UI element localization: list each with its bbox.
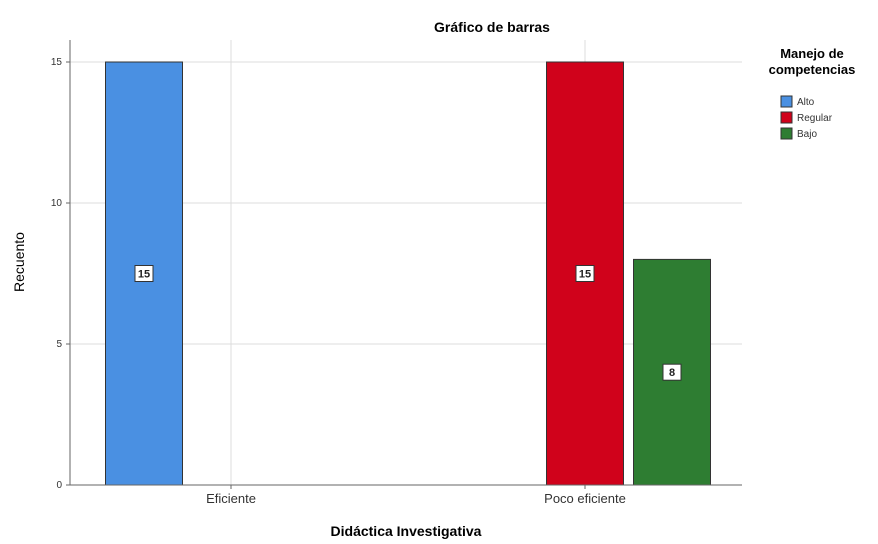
y-axis-title: Recuento xyxy=(11,232,27,292)
y-tick-label: 15 xyxy=(51,57,63,68)
y-tick-label: 5 xyxy=(56,339,62,350)
data-labels: 15 15 8 xyxy=(134,265,682,381)
chart-title: Gráfico de barras xyxy=(434,19,550,35)
data-label: 8 xyxy=(669,367,675,379)
x-axis-categories: Eficiente Poco eficiente xyxy=(206,485,626,506)
legend-label-regular: Regular xyxy=(797,113,833,124)
legend-label-alto: Alto xyxy=(797,97,815,108)
data-label: 15 xyxy=(138,269,150,281)
legend-swatch-regular xyxy=(780,111,793,124)
data-label-box xyxy=(134,265,154,282)
y-tick-label: 0 xyxy=(56,480,62,491)
data-label-box xyxy=(662,363,682,381)
y-tick-label: 10 xyxy=(51,198,63,209)
legend-label-bajo: Bajo xyxy=(797,129,817,140)
data-label: 15 xyxy=(579,269,591,281)
y-axis-ticks: 0 5 10 15 xyxy=(51,57,70,491)
legend: Manejo de competencias Alto Regular Bajo xyxy=(769,46,856,140)
data-label-box xyxy=(575,265,595,282)
legend-swatch-bajo xyxy=(780,127,793,140)
x-axis-title: Didáctica Investigativa xyxy=(331,523,482,539)
legend-title-line1: Manejo de xyxy=(780,46,844,61)
x-category-label: Eficiente xyxy=(206,491,256,506)
bars xyxy=(105,61,711,486)
x-category-label: Poco eficiente xyxy=(544,491,626,506)
legend-title-line2: competencias xyxy=(769,62,856,77)
legend-swatch-alto xyxy=(780,95,793,108)
